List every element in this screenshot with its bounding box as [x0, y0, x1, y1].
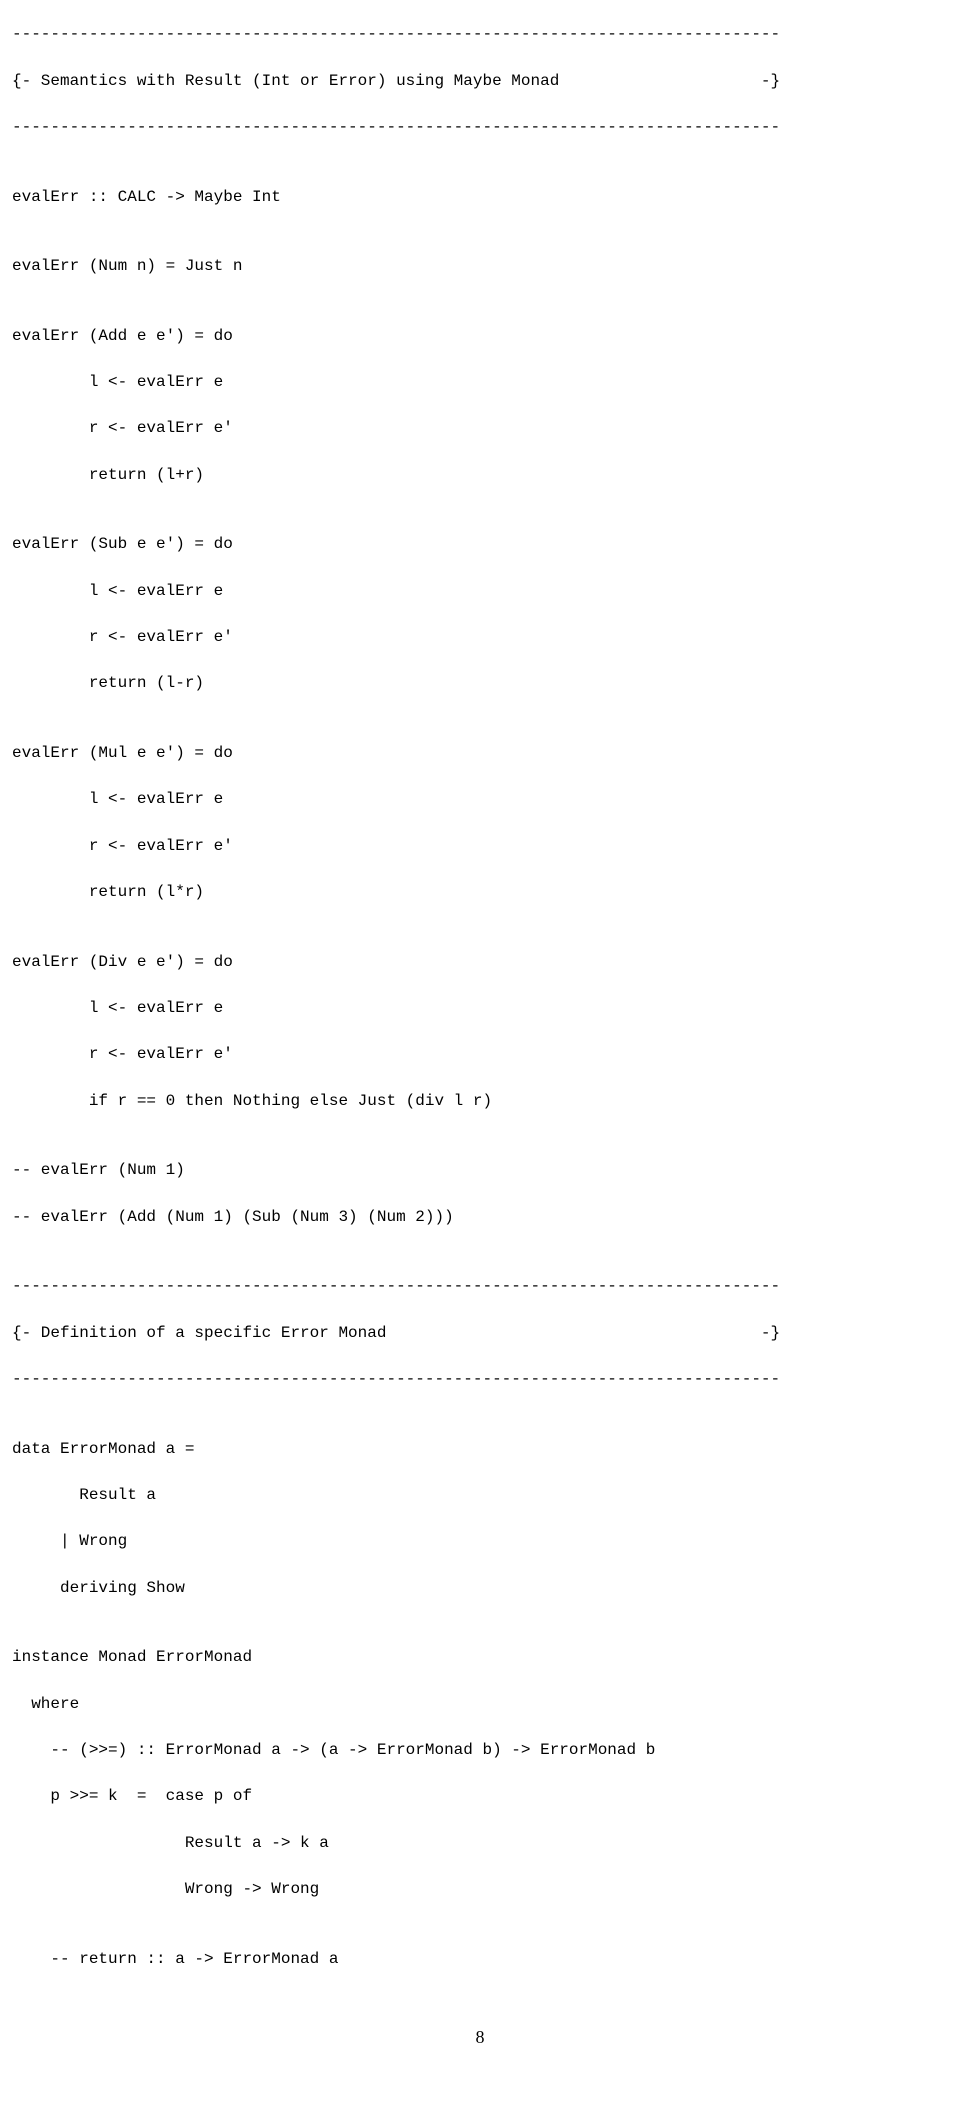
code-line: -- evalErr (Add (Num 1) (Sub (Num 3) (Nu… — [12, 1206, 948, 1229]
hr-line: ----------------------------------------… — [12, 1275, 948, 1298]
code-line: deriving Show — [12, 1577, 948, 1600]
page-number: 8 — [12, 2024, 948, 2050]
code-line: return (l-r) — [12, 672, 948, 695]
code-line: l <- evalErr e — [12, 371, 948, 394]
code-page: ----------------------------------------… — [0, 0, 960, 2113]
code-line: return (l+r) — [12, 464, 948, 487]
code-line: -- return :: a -> ErrorMonad a — [12, 1948, 948, 1971]
code-line: return (l*r) — [12, 881, 948, 904]
code-line: r <- evalErr e' — [12, 1043, 948, 1066]
code-line: evalErr (Num n) = Just n — [12, 255, 948, 278]
code-line: instance Monad ErrorMonad — [12, 1646, 948, 1669]
code-line: evalErr (Add e e') = do — [12, 325, 948, 348]
code-line: | Wrong — [12, 1530, 948, 1553]
code-line: evalErr (Mul e e') = do — [12, 742, 948, 765]
code-line: Result a -> k a — [12, 1832, 948, 1855]
section-header-2: {- Definition of a specific Error Monad … — [12, 1322, 948, 1345]
section-header-1: {- Semantics with Result (Int or Error) … — [12, 70, 948, 93]
code-line: where — [12, 1693, 948, 1716]
code-line: Wrong -> Wrong — [12, 1878, 948, 1901]
code-line: l <- evalErr e — [12, 788, 948, 811]
code-line: if r == 0 then Nothing else Just (div l … — [12, 1090, 948, 1113]
code-line: evalErr (Sub e e') = do — [12, 533, 948, 556]
code-line: r <- evalErr e' — [12, 417, 948, 440]
code-line: l <- evalErr e — [12, 580, 948, 603]
hr-line: ----------------------------------------… — [12, 1368, 948, 1391]
code-line: evalErr :: CALC -> Maybe Int — [12, 186, 948, 209]
code-line: -- (>>=) :: ErrorMonad a -> (a -> ErrorM… — [12, 1739, 948, 1762]
code-line: Result a — [12, 1484, 948, 1507]
code-line: evalErr (Div e e') = do — [12, 951, 948, 974]
hr-line: ----------------------------------------… — [12, 116, 948, 139]
code-line: data ErrorMonad a = — [12, 1438, 948, 1461]
code-line: l <- evalErr e — [12, 997, 948, 1020]
code-line: r <- evalErr e' — [12, 626, 948, 649]
hr-line: ----------------------------------------… — [12, 23, 948, 46]
code-line: r <- evalErr e' — [12, 835, 948, 858]
code-line: p >>= k = case p of — [12, 1785, 948, 1808]
code-line: -- evalErr (Num 1) — [12, 1159, 948, 1182]
